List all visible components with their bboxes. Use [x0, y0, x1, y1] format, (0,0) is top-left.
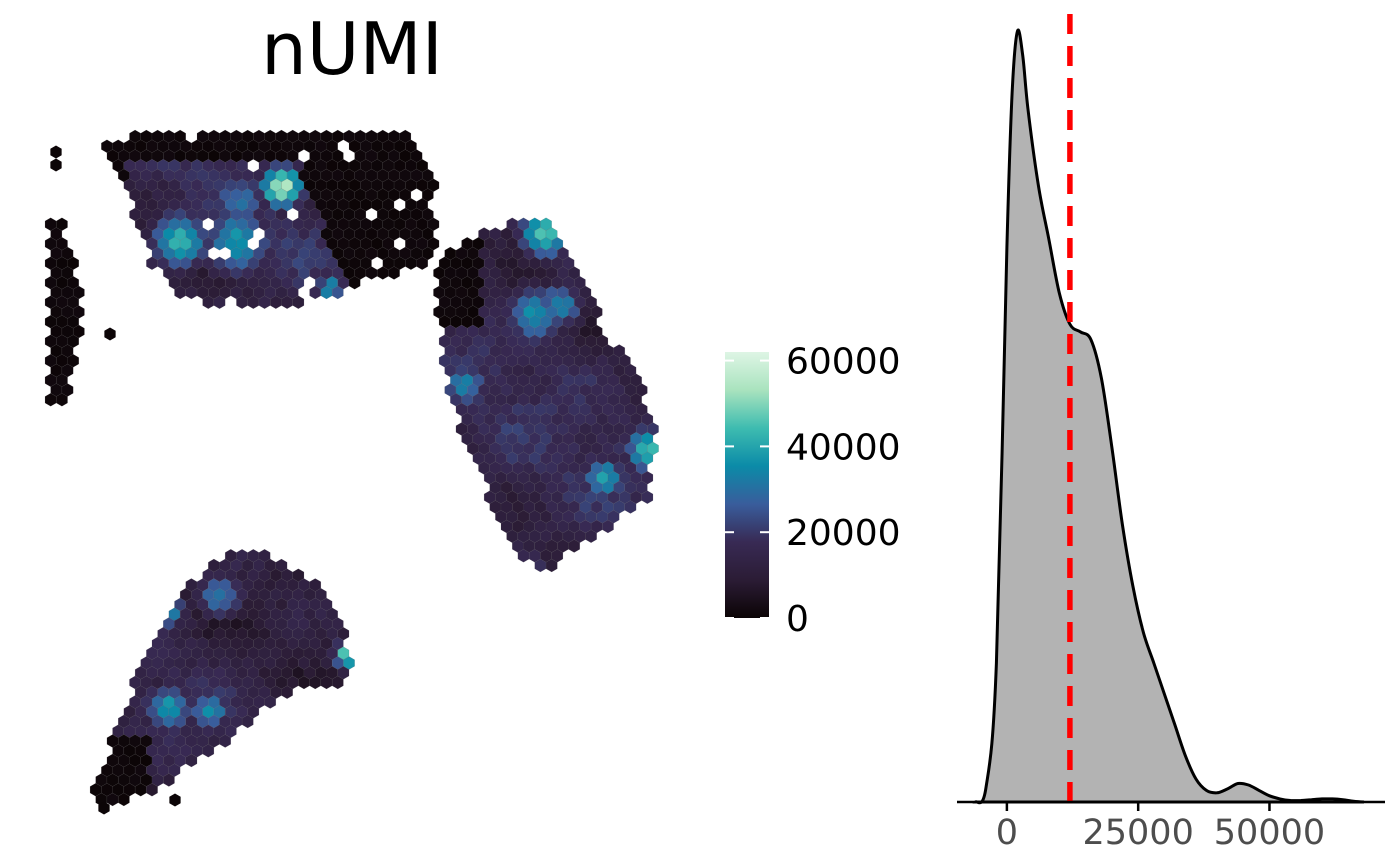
hex-spot	[219, 734, 231, 748]
hex-spot	[416, 256, 429, 270]
density-area	[972, 28, 1365, 805]
x-tick-label-1: 25000	[1083, 813, 1194, 853]
hex-spot-outlier	[50, 158, 62, 172]
hex-spot	[264, 695, 277, 709]
hex-spot-layer	[44, 129, 659, 815]
colorbar-ticks	[725, 359, 769, 619]
spatial-heatmap-panel: nUMI	[44, 7, 659, 815]
right-tissue	[433, 217, 659, 573]
hex-spot	[146, 783, 158, 797]
hex-spot	[281, 685, 293, 699]
hex-spot	[185, 753, 198, 768]
hex-spot	[331, 675, 344, 690]
x-tick-label-0: 0	[996, 813, 1018, 853]
hex-spot	[388, 266, 400, 280]
hex-spot	[213, 295, 226, 309]
density-plot-panel: 0 25000 50000	[957, 14, 1385, 853]
hex-spot	[568, 539, 580, 553]
hex-spot	[163, 773, 175, 787]
top-left-tissue	[101, 129, 440, 309]
plot-title: nUMI	[261, 7, 443, 91]
hex-spot-outlier	[104, 327, 116, 341]
hex-spot	[348, 276, 361, 290]
hex-spot	[545, 558, 558, 573]
hex-spot	[624, 500, 637, 514]
colorbar-label-1: 20000	[786, 513, 901, 554]
colorbar-label-0: 0	[786, 599, 809, 640]
hex-spot	[202, 744, 215, 758]
hex-spot	[331, 285, 344, 300]
colorbar-label-3: 60000	[786, 342, 901, 383]
hex-spot	[241, 714, 254, 729]
colorbar-gradient	[725, 352, 769, 618]
x-axis-tick-labels: 0 25000 50000	[996, 813, 1325, 853]
x-axis-ticks	[1005, 802, 1271, 811]
x-tick-label-2: 50000	[1214, 813, 1325, 853]
hex-spot	[118, 792, 130, 807]
hex-spot	[602, 519, 614, 534]
hex-spot-outlier	[169, 793, 181, 807]
colorbar-legend: 0 20000 40000 60000	[725, 342, 901, 640]
hex-spot-outlier	[98, 801, 110, 815]
hex-spot	[56, 393, 68, 407]
colorbar-label-2: 40000	[786, 427, 901, 468]
colorbar-tick-labels: 0 20000 40000 60000	[786, 342, 901, 640]
hex-spot	[585, 529, 597, 543]
hex-spot	[292, 295, 305, 309]
bottom-left-tissue	[89, 549, 355, 807]
hex-spot	[641, 490, 654, 504]
left-strip	[44, 217, 85, 407]
hex-spot-outlier	[50, 145, 62, 159]
